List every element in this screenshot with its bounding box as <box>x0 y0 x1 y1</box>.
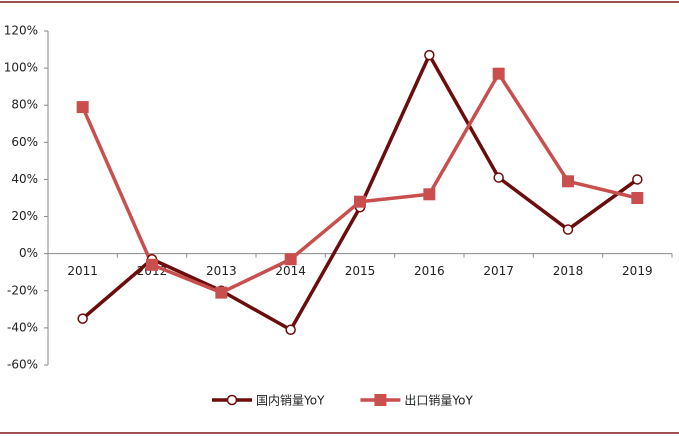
y-tick-label: 40% <box>11 172 38 186</box>
x-tick-label: 2016 <box>414 264 445 278</box>
data-point <box>215 286 228 299</box>
y-tick-label: -60% <box>7 358 38 372</box>
data-point <box>77 313 88 324</box>
y-tick-label: 100% <box>4 61 38 75</box>
x-tick-label: 2018 <box>553 264 584 278</box>
y-tick-label: 20% <box>11 209 38 223</box>
data-point <box>562 175 574 188</box>
y-tick-label: -20% <box>7 283 38 297</box>
data-point <box>146 258 158 271</box>
legend-label: 出口销量YoY <box>404 394 473 408</box>
data-point <box>492 67 505 80</box>
data-point <box>423 188 436 201</box>
y-tick-label: 80% <box>11 98 38 112</box>
x-tick-label: 2011 <box>67 264 98 278</box>
data-point <box>632 174 643 185</box>
y-tick-label: -40% <box>7 320 38 334</box>
series-line <box>81 70 638 295</box>
y-tick-label: 0% <box>19 246 38 260</box>
data-point <box>493 172 504 183</box>
data-point <box>76 101 89 114</box>
legend-label: 国内销量YoY <box>256 394 325 408</box>
legend-marker <box>374 394 387 406</box>
data-point <box>562 224 574 235</box>
y-tick-label: 120% <box>4 24 38 38</box>
data-point <box>354 195 366 208</box>
x-tick-label: 2017 <box>483 264 514 278</box>
data-point <box>284 253 297 266</box>
x-tick-label: 2015 <box>345 264 376 278</box>
x-tick-label: 2014 <box>275 264 306 278</box>
data-point <box>631 192 644 204</box>
data-point <box>285 324 296 335</box>
y-tick-label: 60% <box>11 135 38 149</box>
legend-marker <box>226 394 238 406</box>
data-point <box>424 49 435 61</box>
x-tick-label: 2019 <box>622 264 653 278</box>
x-tick-label: 2013 <box>206 264 237 278</box>
series-line <box>81 51 639 333</box>
